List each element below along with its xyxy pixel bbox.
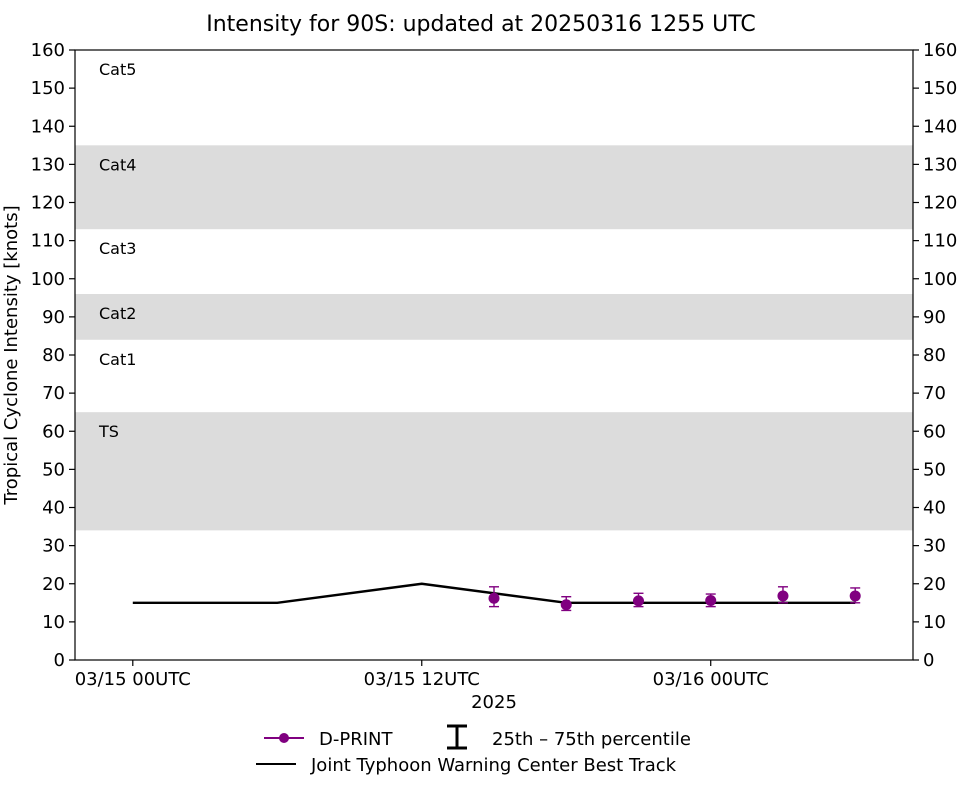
band-label-cat4: Cat4 bbox=[99, 155, 136, 174]
y-tick-label-left: 110 bbox=[31, 231, 65, 252]
chart-title: Intensity for 90S: updated at 20250316 1… bbox=[206, 12, 756, 37]
legend: D-PRINT 25th – 75th percentile Joint Typho… bbox=[256, 724, 691, 776]
y-tick-label-left: 150 bbox=[31, 78, 65, 99]
band-label-cat1: Cat1 bbox=[99, 350, 136, 369]
band-cat2 bbox=[75, 294, 913, 340]
band-label-ts: TS bbox=[98, 422, 119, 441]
x-axis-ticks: 03/15 00UTC 03/15 12UTC 03/16 00UTC bbox=[75, 660, 769, 690]
x-axis-label: 2025 bbox=[471, 692, 517, 713]
legend-dprint-marker bbox=[279, 733, 289, 743]
legend-percentile-label: 25th – 75th percentile bbox=[492, 729, 691, 750]
y-tick-label-left: 0 bbox=[54, 650, 65, 671]
plot-frame bbox=[74, 49, 914, 661]
y-tick-label-left: 120 bbox=[31, 193, 65, 214]
y-tick-label-right: 130 bbox=[923, 154, 957, 175]
y-tick-label-right: 160 bbox=[923, 40, 957, 61]
y-tick-label-left: 10 bbox=[42, 612, 65, 633]
y-tick-label-right: 90 bbox=[923, 307, 946, 328]
category-bands: TS Cat1 Cat2 Cat3 Cat4 Cat5 bbox=[75, 60, 913, 531]
band-cat4 bbox=[75, 145, 913, 230]
y-tick-label-right: 30 bbox=[923, 536, 946, 557]
band-label-cat2: Cat2 bbox=[99, 304, 136, 323]
y-tick-label-left: 160 bbox=[31, 40, 65, 61]
band-label-cat5: Cat5 bbox=[99, 60, 136, 79]
y-tick-label-right: 40 bbox=[923, 498, 946, 519]
y-tick-label-right: 60 bbox=[923, 421, 946, 442]
band-label-cat3: Cat3 bbox=[99, 239, 136, 258]
dprint-point bbox=[705, 595, 717, 607]
x-tick-label: 03/15 00UTC bbox=[75, 669, 191, 690]
y-tick-label-right: 20 bbox=[923, 574, 946, 595]
y-tick-label-left: 30 bbox=[42, 536, 65, 557]
x-tick-label: 03/16 00UTC bbox=[653, 669, 769, 690]
y-tick-label-right: 0 bbox=[923, 650, 934, 671]
y-tick-label-right: 150 bbox=[923, 78, 957, 99]
legend-best-track-label: Joint Typhoon Warning Center Best Track bbox=[310, 755, 677, 776]
dprint-point bbox=[488, 592, 500, 604]
y-axis-ticks: 0 0 10 10 20 20 30 30 40 40 50 50 60 60 70 70 80 80 90 90 10… bbox=[31, 40, 958, 671]
dprint-point bbox=[560, 599, 572, 611]
y-tick-label-left: 100 bbox=[31, 269, 65, 290]
dprint-point bbox=[632, 595, 644, 607]
y-tick-label-left: 80 bbox=[42, 345, 65, 366]
dprint-point bbox=[849, 590, 861, 602]
y-tick-label-right: 70 bbox=[923, 383, 946, 404]
y-tick-label-left: 60 bbox=[42, 421, 65, 442]
y-tick-label-left: 50 bbox=[42, 459, 65, 480]
y-tick-label-left: 140 bbox=[31, 116, 65, 137]
y-tick-label-right: 80 bbox=[923, 345, 946, 366]
y-tick-label-right: 110 bbox=[923, 231, 957, 252]
y-tick-label-left: 70 bbox=[42, 383, 65, 404]
y-tick-label-right: 120 bbox=[923, 193, 957, 214]
legend-dprint-label: D-PRINT bbox=[319, 729, 393, 750]
band-ts bbox=[75, 412, 913, 531]
y-tick-label-right: 50 bbox=[923, 459, 946, 480]
y-tick-label-left: 130 bbox=[31, 154, 65, 175]
y-tick-label-right: 140 bbox=[923, 116, 957, 137]
y-tick-label-right: 100 bbox=[923, 269, 957, 290]
y-tick-label-right: 10 bbox=[923, 612, 946, 633]
y-tick-label-left: 90 bbox=[42, 307, 65, 328]
y-tick-label-left: 20 bbox=[42, 574, 65, 595]
legend-percentile-icon bbox=[447, 724, 467, 750]
plot-series bbox=[132, 582, 861, 612]
y-axis-label: Tropical Cyclone Intensity [knots] bbox=[1, 205, 22, 505]
x-tick-label: 03/15 12UTC bbox=[364, 669, 480, 690]
y-tick-label-left: 40 bbox=[42, 498, 65, 519]
dprint-point bbox=[777, 590, 789, 602]
